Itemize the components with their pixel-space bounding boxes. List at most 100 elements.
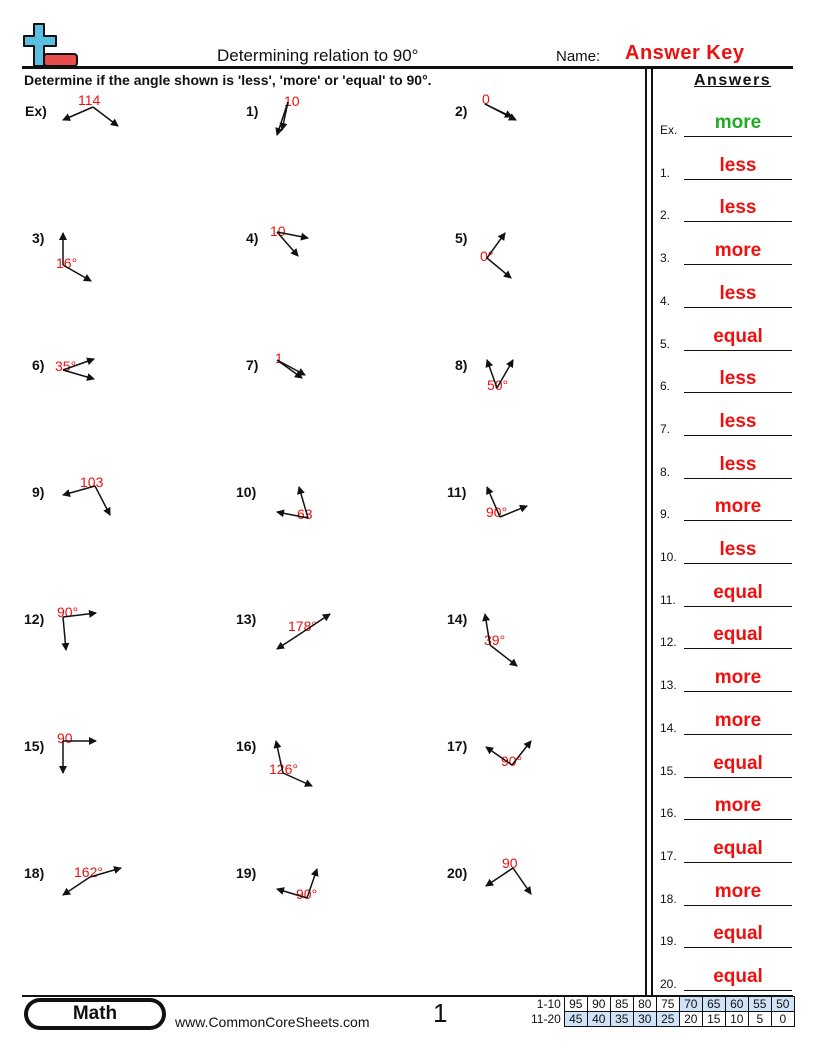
problem-number: 12) xyxy=(24,611,45,627)
answer-line xyxy=(684,221,792,223)
answer-number: 9. xyxy=(660,507,671,522)
answer-number: 8. xyxy=(660,464,671,479)
angle-ray-arrow xyxy=(276,509,309,519)
answer-value: equal xyxy=(713,752,763,774)
answer-value: less xyxy=(719,154,757,176)
answer-value: more xyxy=(714,880,762,902)
score-cell: 50 xyxy=(770,996,795,1012)
answer-value: more xyxy=(714,496,762,518)
score-table: 1-10 95 90 85 80 75 70 65 60 55 50 11-20 45 40 35 30 25… xyxy=(528,996,795,1027)
angle-ray-arrow xyxy=(276,231,299,257)
score-cell: 80 xyxy=(632,996,657,1012)
angle-measure-label: 16° xyxy=(56,255,77,271)
angle-ray-arrow xyxy=(485,359,498,389)
angle-ray-arrow xyxy=(486,486,501,518)
score-cell: 15 xyxy=(701,1011,726,1027)
answer-row: 5. equal xyxy=(660,321,792,351)
angle-ray-arrow xyxy=(306,868,319,899)
answer-row: 6. less xyxy=(660,363,792,394)
angle-measure-label: 90° xyxy=(501,753,522,769)
answer-line xyxy=(684,947,792,949)
angle-ray-arrow xyxy=(512,867,532,895)
answer-row: 4. less xyxy=(660,278,792,308)
angle-ray-arrow xyxy=(276,631,304,650)
answer-number: 5. xyxy=(660,336,671,351)
worksheet-title: Determining relation to 90° xyxy=(217,46,419,65)
angle-ray-arrow xyxy=(62,264,92,282)
answer-row: 7. less xyxy=(660,406,792,436)
angle-ray-arrow xyxy=(297,486,309,519)
answer-line xyxy=(684,904,792,906)
angle-measure-label: 0 xyxy=(482,91,490,107)
answer-value: equal xyxy=(713,966,763,987)
problem-number: 6) xyxy=(32,357,45,373)
score-cell: 85 xyxy=(609,996,634,1012)
answer-number: 16. xyxy=(660,806,677,821)
problem-number: 17) xyxy=(447,738,468,754)
score-cell: 55 xyxy=(747,996,772,1012)
angle-ray-arrow xyxy=(484,103,513,118)
score-cell: 10 xyxy=(724,1011,749,1027)
angle-measure-label: 114 xyxy=(78,92,101,108)
problem-number: 10) xyxy=(236,484,257,500)
answer-line xyxy=(684,648,792,650)
answer-value: more xyxy=(714,240,762,262)
answer-number: 18. xyxy=(660,891,677,906)
angle-ray-arrow xyxy=(486,232,506,259)
angle-ray-arrow xyxy=(499,504,528,518)
score-cell: 60 xyxy=(724,996,749,1012)
angle-ray-arrow xyxy=(62,369,95,381)
answer-row: 18. more xyxy=(660,876,792,906)
subject-badge: Math xyxy=(24,998,166,1030)
angle-ray-arrow xyxy=(282,772,313,787)
answer-number: 11. xyxy=(660,592,676,607)
answer-row: 3. more xyxy=(660,235,792,266)
answer-line xyxy=(684,434,792,436)
angle-measure-label: 178° xyxy=(288,618,317,634)
problem-number: Ex) xyxy=(25,103,47,119)
answer-number: 10. xyxy=(660,550,677,564)
answer-line xyxy=(684,691,792,693)
angle-measure-label: 90° xyxy=(296,886,317,902)
problem-number: 18) xyxy=(24,865,45,881)
angle-ray-arrow xyxy=(62,357,95,371)
angle-measure-label: 35° xyxy=(55,358,76,374)
problem-number: 2) xyxy=(455,103,468,119)
angle-ray-arrow xyxy=(62,106,94,121)
problem-number: 7) xyxy=(246,357,259,373)
answer-line xyxy=(684,392,792,394)
answer-number: 7. xyxy=(660,421,671,436)
column-divider xyxy=(645,68,647,996)
answer-row: 9. more xyxy=(660,491,792,522)
answer-row: 8. less xyxy=(660,449,792,479)
angle-measure-label: 10 xyxy=(270,223,286,239)
score-cell: 95 xyxy=(563,996,588,1012)
angle-ray-arrow xyxy=(302,613,331,633)
answer-value: equal xyxy=(713,923,763,945)
score-row: 1-10 95 90 85 80 75 70 65 60 55 50 xyxy=(528,996,795,1012)
answer-value: less xyxy=(719,539,757,560)
answer-number: 6. xyxy=(660,379,671,394)
answer-number: Ex. xyxy=(660,123,678,137)
answer-value: more xyxy=(714,667,762,689)
answer-number: 1. xyxy=(660,165,671,180)
score-cell: 30 xyxy=(632,1011,657,1027)
problem-number: 4) xyxy=(246,230,259,246)
answer-value: less xyxy=(719,197,757,219)
answer-line xyxy=(684,990,792,991)
answer-number: 19. xyxy=(660,934,677,949)
angle-ray-arrow xyxy=(489,644,518,667)
angle-ray-arrow xyxy=(276,359,303,379)
answer-line xyxy=(684,264,792,266)
angle-ray-arrow xyxy=(482,613,491,646)
angle-measure-label: 90° xyxy=(57,604,78,620)
page-number: 1 xyxy=(433,998,448,1028)
answer-row: 13. more xyxy=(660,662,792,693)
answer-value: less xyxy=(719,368,757,390)
problem-number: 5) xyxy=(455,230,468,246)
answer-line xyxy=(684,605,792,607)
answer-line xyxy=(684,306,792,308)
angle-ray-arrow xyxy=(94,485,111,516)
